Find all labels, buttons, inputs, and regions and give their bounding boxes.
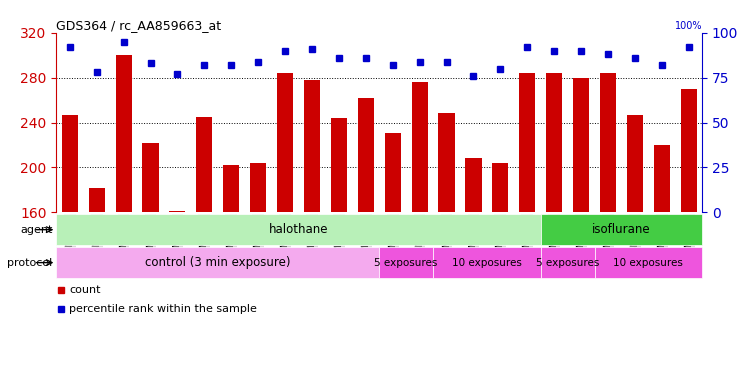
Bar	[250, 163, 266, 366]
Bar	[143, 143, 158, 366]
Bar	[600, 73, 616, 366]
Bar	[541, 214, 702, 245]
Bar	[541, 247, 595, 278]
Text: 5 exposures: 5 exposures	[375, 258, 438, 268]
Bar	[439, 112, 454, 366]
Text: 10 exposures: 10 exposures	[452, 258, 522, 268]
Bar	[196, 117, 213, 366]
Text: 10 exposures: 10 exposures	[614, 258, 683, 268]
Text: percentile rank within the sample: percentile rank within the sample	[70, 303, 258, 314]
Text: control (3 min exposure): control (3 min exposure)	[145, 256, 291, 269]
Text: agent: agent	[20, 225, 53, 235]
Bar	[379, 247, 433, 278]
Text: count: count	[70, 285, 101, 295]
Text: 100%: 100%	[674, 21, 702, 31]
Bar	[277, 73, 293, 366]
Bar	[304, 80, 320, 366]
Bar	[412, 82, 428, 366]
Bar	[466, 158, 481, 366]
Bar	[546, 73, 562, 366]
Text: GDS364 / rc_AA859663_at: GDS364 / rc_AA859663_at	[56, 19, 222, 32]
Bar	[116, 55, 131, 366]
Bar	[385, 133, 401, 366]
Bar	[680, 89, 697, 366]
Bar	[56, 214, 541, 245]
Bar	[653, 145, 670, 366]
Text: protocol: protocol	[8, 258, 53, 268]
Bar	[357, 98, 374, 366]
Bar	[56, 247, 379, 278]
Bar	[627, 115, 643, 366]
Bar	[223, 165, 240, 366]
Text: 5 exposures: 5 exposures	[536, 258, 599, 268]
Bar	[89, 188, 105, 366]
Bar	[62, 115, 78, 366]
Bar	[330, 118, 347, 366]
Bar	[573, 78, 589, 366]
Bar	[519, 73, 535, 366]
Bar	[433, 247, 541, 278]
Text: isoflurane: isoflurane	[592, 223, 651, 236]
Bar	[170, 211, 185, 366]
Bar	[493, 163, 508, 366]
Bar	[595, 247, 702, 278]
Text: halothane: halothane	[269, 223, 328, 236]
